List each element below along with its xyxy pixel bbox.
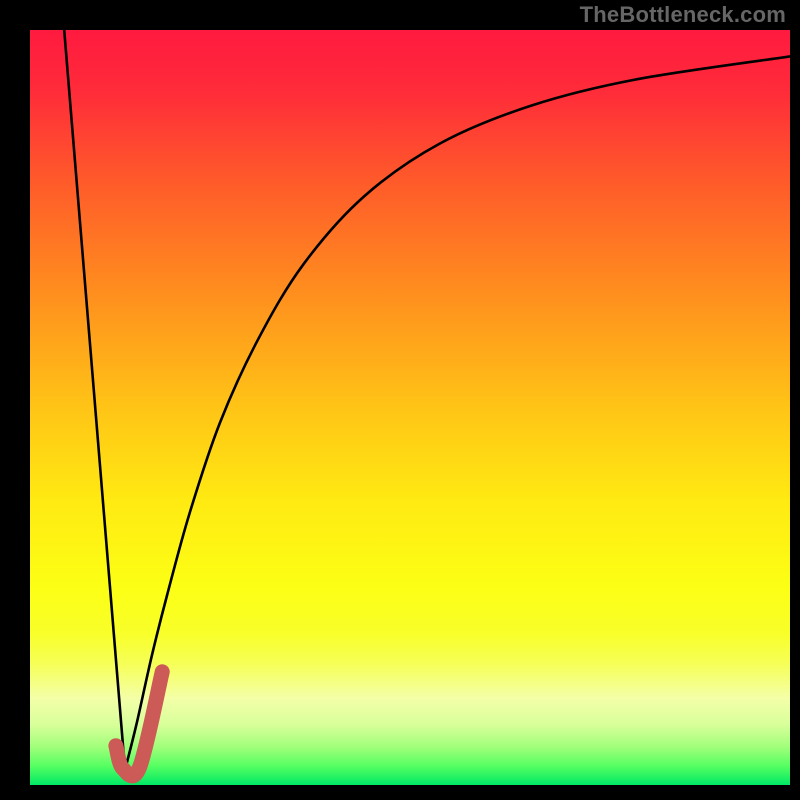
watermark-text: TheBottleneck.com: [580, 2, 786, 28]
plot-area: [30, 30, 790, 785]
plot-svg: [30, 30, 790, 785]
gradient-background: [30, 30, 790, 785]
chart-frame: TheBottleneck.com: [0, 0, 800, 800]
